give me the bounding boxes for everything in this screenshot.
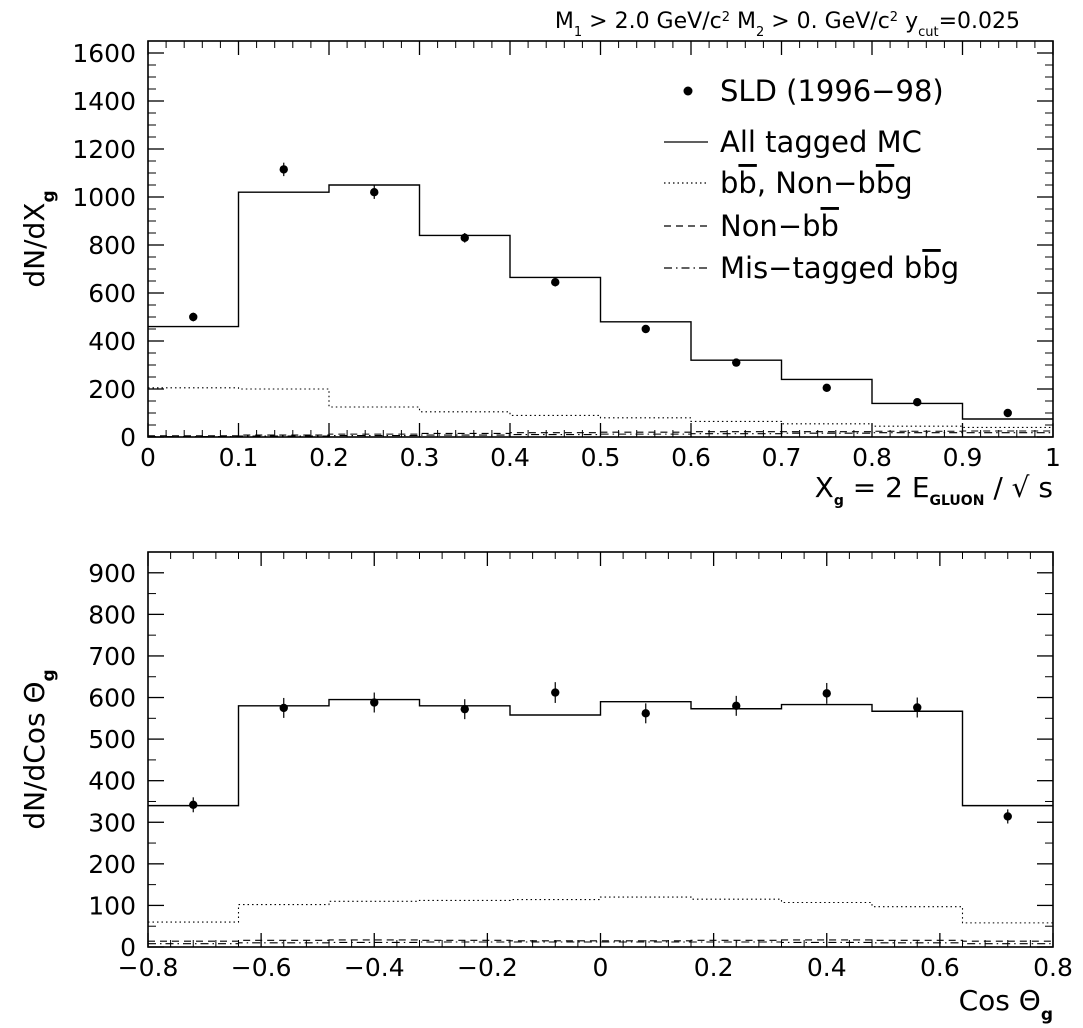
- data-point: [460, 704, 469, 714]
- x-tick-label: 0.1: [219, 443, 259, 472]
- series-solid-histogram: [148, 698, 1053, 807]
- y-tick-label: 600: [88, 279, 136, 308]
- x-tick-label: 0.7: [762, 443, 802, 472]
- data-point: [279, 703, 288, 713]
- y-tick-label: 700: [88, 642, 136, 671]
- x-tick-label: 1: [1045, 443, 1061, 472]
- series-dashed-histogram: [148, 939, 1053, 942]
- y-tick-label: 500: [88, 725, 136, 754]
- data-point: [913, 398, 922, 407]
- legend-label: Mis−tagged bbg: [720, 251, 959, 285]
- x-tick-label: 0.4: [490, 443, 530, 472]
- x-tick-label: 0.9: [943, 443, 983, 472]
- data-point: [822, 689, 831, 698]
- x-tick-label: −0.8: [118, 953, 179, 982]
- x-tick-label: −0.2: [457, 953, 518, 982]
- y-tick-label: 1200: [72, 135, 136, 164]
- panel-bottom: −0.8 −0.6 −0.4 −0.2 0 0.2 0.4 0.6 0.8 0 100 200 300 4…: [18, 551, 1073, 1025]
- data-point: [1003, 812, 1012, 821]
- y-tick-label: 600: [88, 684, 136, 713]
- x-tick-label: 0.2: [309, 443, 349, 472]
- data-point: [732, 358, 741, 367]
- y-tick-label: 100: [88, 891, 136, 920]
- x-tick-label: −0.6: [231, 953, 292, 982]
- y-tick-label: 400: [88, 327, 136, 356]
- y-tick-label: 800: [88, 231, 136, 260]
- chart-title: M1 > 2.0 GeV/c2 M2 > 0. GeV/c2 ycut=0.02…: [555, 9, 1020, 40]
- data-point: [551, 688, 560, 697]
- y-tick-label: 1400: [72, 87, 136, 116]
- legend: SLD (1996−98) All tagged MC bb, Non−bbg Non…: [664, 74, 959, 285]
- y-tick-label: 900: [88, 559, 136, 588]
- y-tick-label: 0: [120, 933, 136, 962]
- data-point: [189, 312, 198, 322]
- data-point: [732, 701, 741, 711]
- x-axis-title: Xg = 2 EGLUON / √ s: [815, 471, 1053, 509]
- x-tick-label: −0.4: [344, 953, 405, 982]
- data-point: [641, 709, 650, 718]
- data-point: [189, 800, 198, 809]
- y-tick-label: 1000: [72, 183, 136, 212]
- data-point: [822, 383, 831, 392]
- y-axis-title: dN/dXg: [18, 190, 59, 287]
- series-dashdot-histogram: [148, 432, 1053, 438]
- series-dashdot-histogram: [148, 941, 1053, 945]
- x-tick-label: 0.6: [671, 443, 711, 472]
- y-axis-title: dN/dCos Θg: [18, 669, 59, 829]
- series-dotted-histogram: [148, 387, 1053, 428]
- y-tick-label: 300: [88, 808, 136, 837]
- y-tick-label: 0: [120, 423, 136, 452]
- x-tick-label: 0.4: [807, 953, 847, 982]
- legend-label: SLD (1996−98): [720, 74, 944, 108]
- x-tick-label: 0.6: [920, 953, 960, 982]
- legend-marker: [683, 86, 693, 96]
- panel-top: 0 0.1 0.2 0.3 0.4 0.5 0.6 0.7 0.8 0.9 1 0 200 400 600 8…: [18, 39, 1061, 509]
- x-tick-label: 0: [593, 953, 609, 982]
- legend-label: Non−bb: [720, 209, 839, 243]
- data-point: [641, 324, 650, 334]
- data-point: [551, 278, 560, 287]
- x-tick-label: 0.8: [852, 443, 892, 472]
- x-tick-label: 0.2: [694, 953, 734, 982]
- x-tick-label: 0.3: [400, 443, 440, 472]
- series-dotted-histogram: [148, 896, 1053, 924]
- y-tick-label: 400: [88, 767, 136, 796]
- legend-label: All tagged MC: [720, 125, 922, 159]
- data-point: [370, 698, 379, 707]
- y-tick-label: 800: [88, 600, 136, 629]
- data-point: [279, 165, 288, 174]
- x-tick-label: 0: [140, 443, 156, 472]
- data-point: [913, 703, 922, 712]
- x-tick-label: 0.8: [1033, 953, 1073, 982]
- x-tick-label: 0.5: [581, 443, 621, 472]
- y-tick-label: 200: [88, 375, 136, 404]
- y-tick-label: 200: [88, 850, 136, 879]
- data-point: [460, 233, 469, 242]
- data-point: [1003, 408, 1012, 418]
- legend-label: bb, Non−bbg: [720, 166, 913, 200]
- y-tick-label: 1600: [72, 39, 136, 68]
- plot-frame: [147, 551, 1054, 948]
- x-axis-title: Cos Θg: [959, 984, 1053, 1025]
- data-point: [370, 188, 379, 197]
- series-solid-histogram: [148, 184, 1053, 420]
